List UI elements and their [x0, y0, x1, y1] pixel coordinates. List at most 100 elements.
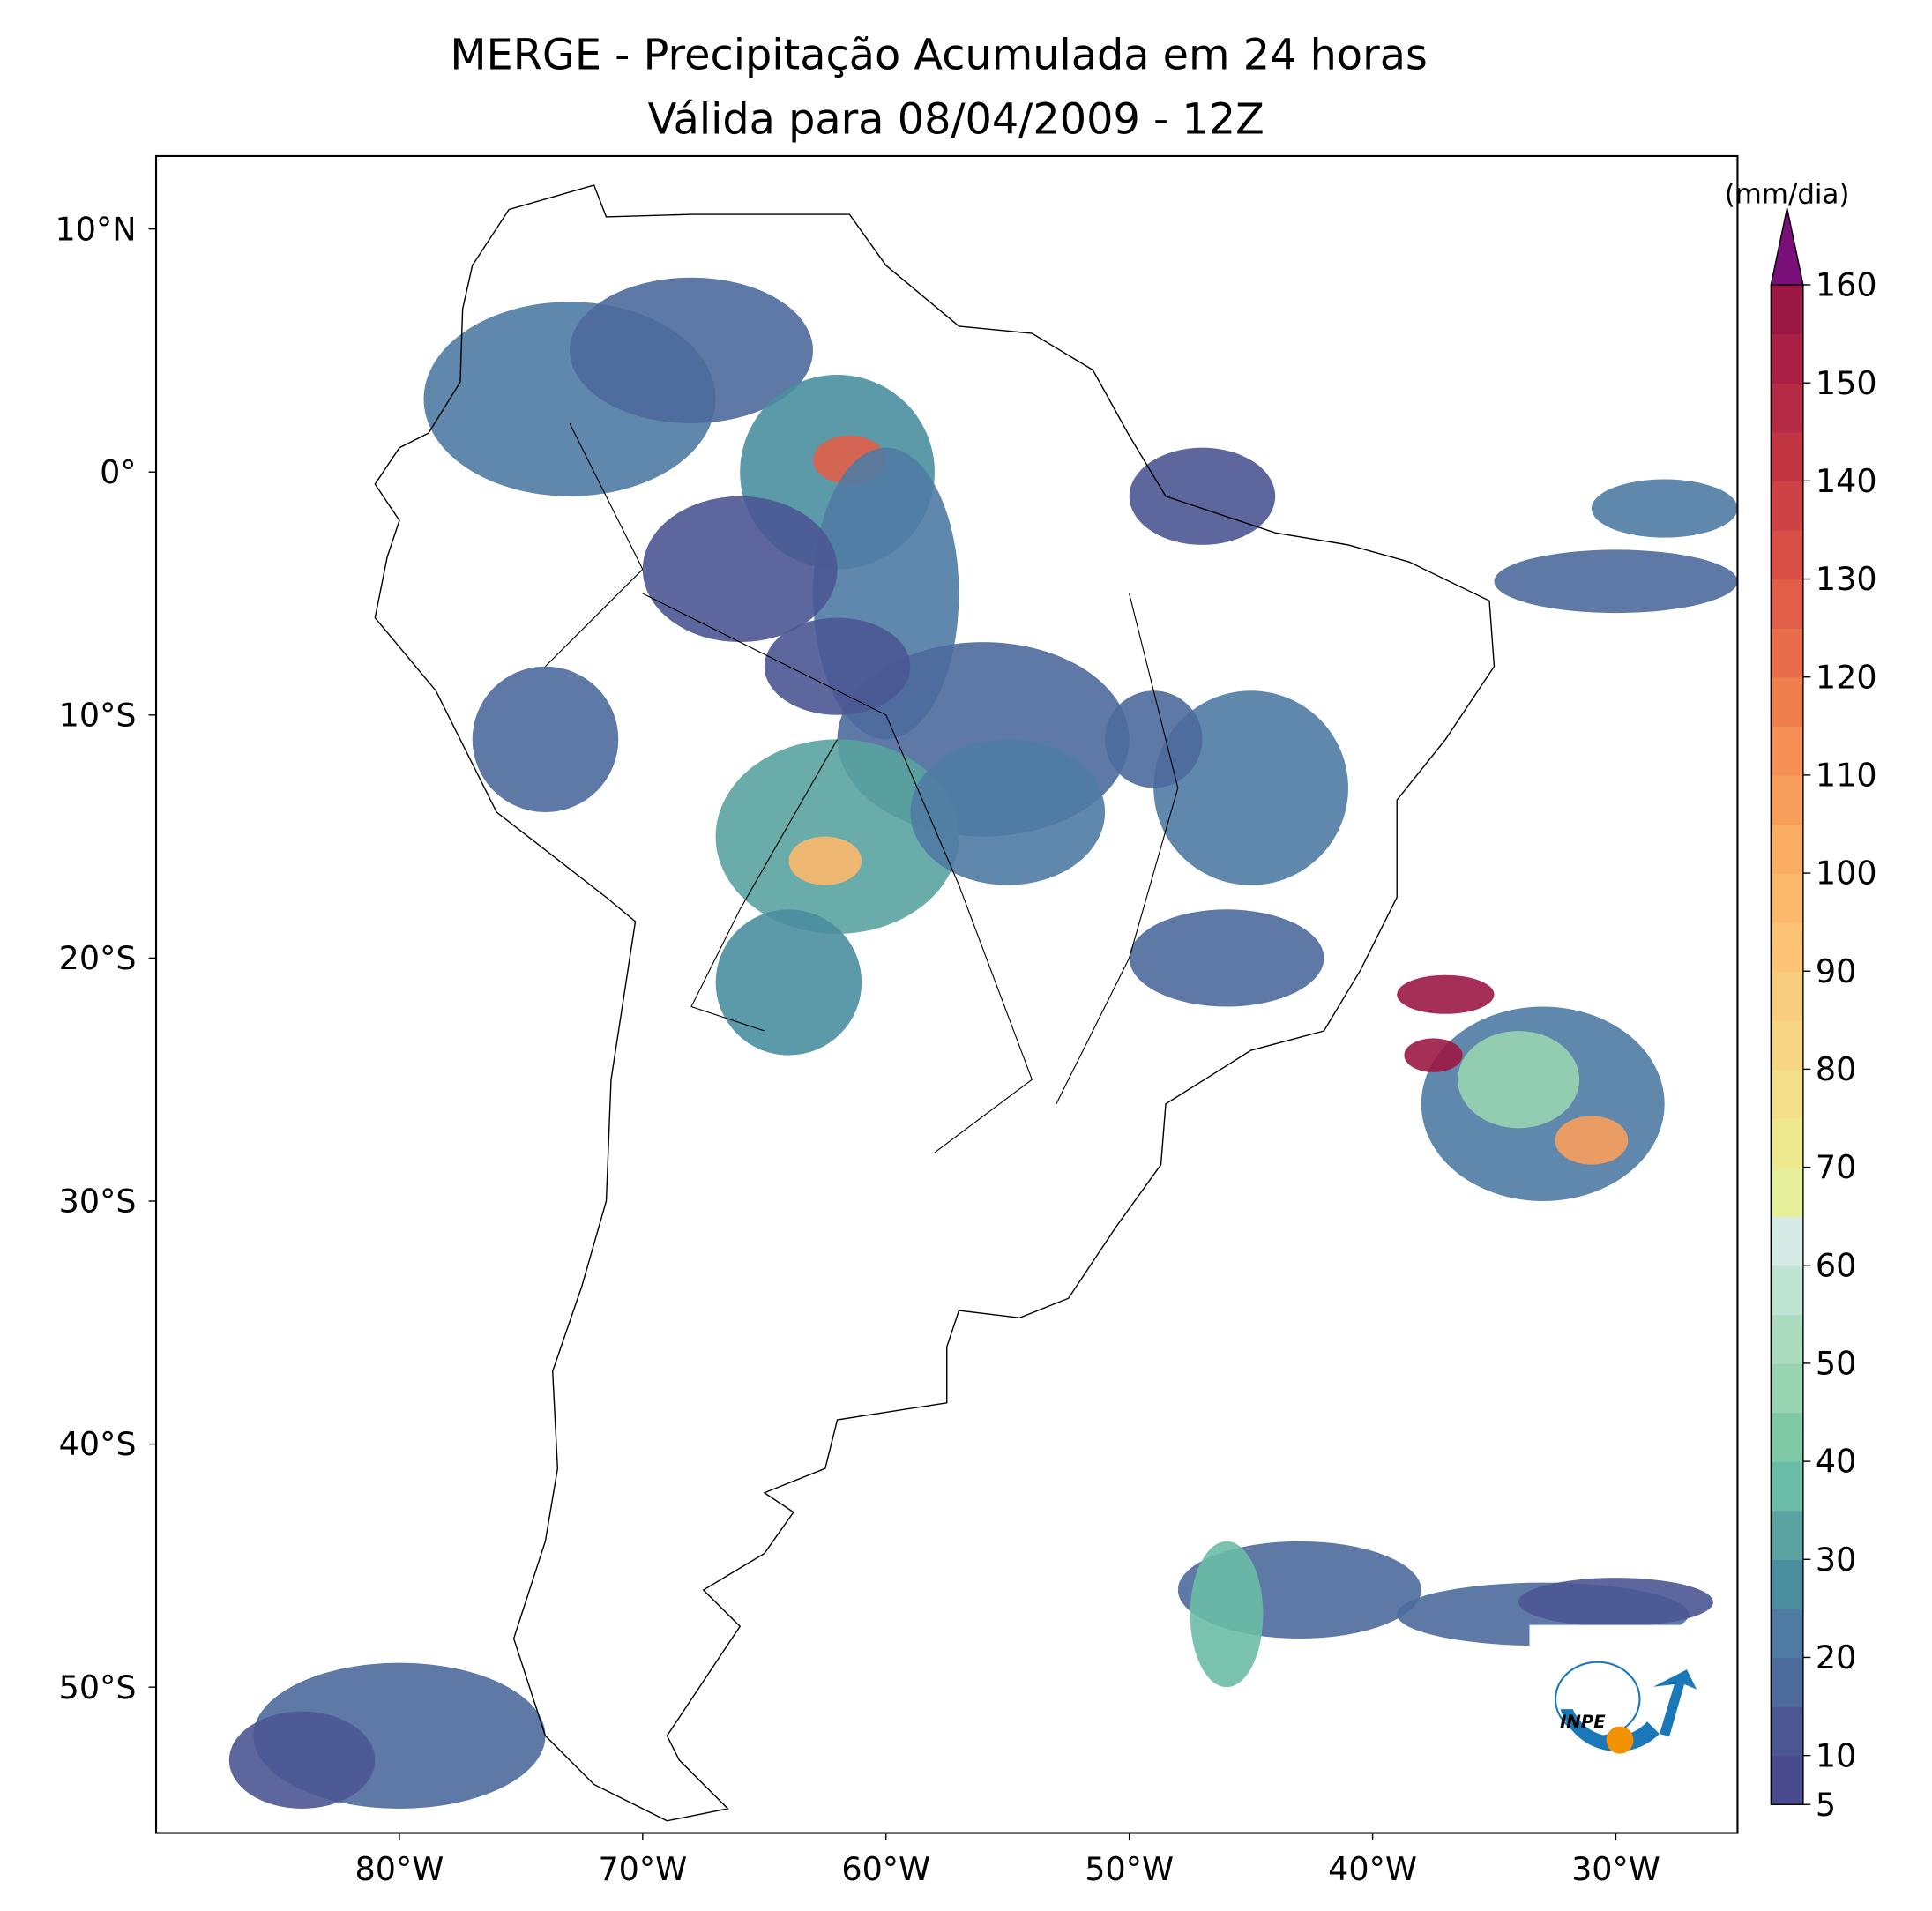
colorbar-tick-label: 30	[1816, 1541, 1856, 1579]
logo-sun	[1606, 1726, 1634, 1754]
y-tick-label: 10°S	[59, 696, 137, 734]
precipitation-area	[764, 617, 911, 715]
logo: INPE	[1529, 1624, 1719, 1787]
colorbar-tick-label: 100	[1816, 855, 1877, 892]
precipitation-area	[1190, 1541, 1264, 1688]
colorbar-band	[1771, 1362, 1803, 1414]
colorbar-band	[1771, 1755, 1803, 1805]
precipitation-area	[472, 666, 619, 813]
colorbar-band	[1771, 1167, 1803, 1217]
precipitation-area	[570, 277, 813, 424]
colorbar-tick-label: 140	[1816, 462, 1877, 500]
colorbar-band	[1771, 1510, 1803, 1560]
colorbar-band	[1771, 481, 1803, 531]
precipitation-area	[1555, 1116, 1629, 1165]
y-tick-label: 20°S	[59, 939, 137, 977]
colorbar-band	[1771, 529, 1803, 580]
logo-text: INPE	[1560, 1712, 1606, 1732]
x-tick-label: 30°W	[1571, 1850, 1660, 1888]
colorbar-tick-label: 90	[1816, 952, 1856, 990]
colorbar-tick-label: 5	[1816, 1786, 1836, 1824]
colorbar-band	[1771, 676, 1803, 728]
precipitation-area	[1397, 974, 1495, 1014]
colorbar-band	[1771, 1559, 1803, 1609]
precipitation-area	[1518, 1578, 1713, 1627]
colorbar-tick-label: 80	[1816, 1050, 1856, 1088]
colorbar-band	[1771, 1069, 1803, 1119]
colorbar-label: (mm/dia)	[1725, 178, 1850, 210]
border	[642, 593, 1033, 1153]
colorbar-band	[1771, 824, 1803, 874]
x-tick-label: 60°W	[841, 1850, 930, 1888]
chart-subtitle: Válida para 08/04/2009 - 12Z	[648, 96, 1264, 145]
colorbar-band	[1771, 726, 1803, 776]
precipitation-area	[1458, 1031, 1580, 1129]
coastline	[374, 184, 1496, 1822]
colorbar-band	[1771, 873, 1803, 923]
x-tick-label: 70°W	[598, 1850, 687, 1888]
border	[690, 739, 839, 1032]
colorbar-band	[1771, 579, 1803, 629]
colorbar-tick-label: 50	[1816, 1345, 1856, 1383]
colorbar-band	[1771, 628, 1803, 678]
precipitation-area	[910, 739, 1106, 885]
precipitation-area	[1591, 479, 1738, 538]
colorbar-tick-label: 60	[1816, 1246, 1856, 1284]
colorbar-tick-label: 10	[1816, 1736, 1856, 1774]
y-tick-label: 0°	[100, 453, 136, 491]
precipitation-area	[788, 836, 862, 885]
map-area	[228, 184, 1738, 1822]
colorbar-band	[1771, 971, 1803, 1021]
colorbar-band	[1771, 922, 1803, 972]
precipitation-area	[715, 739, 959, 934]
y-tick-label: 50°S	[59, 1668, 137, 1706]
logo-arc	[1560, 1709, 1660, 1752]
colorbar-band	[1771, 431, 1803, 482]
colorbar-band	[1771, 1117, 1803, 1168]
colorbar-tick-label: 110	[1816, 757, 1877, 795]
colorbar-tick-label: 160	[1816, 266, 1877, 304]
precipitation-area	[1404, 1038, 1463, 1072]
colorbar-band	[1771, 383, 1803, 433]
logo-orbit	[1554, 1661, 1641, 1738]
map-frame	[154, 154, 1739, 1834]
colorbar-band	[1771, 1019, 1803, 1071]
y-tick-label: 10°N	[56, 210, 137, 248]
colorbar-band	[1771, 1412, 1803, 1462]
colorbar-tick-label: 40	[1816, 1443, 1856, 1481]
precipitation-area	[1494, 549, 1738, 614]
colorbar-tick-label: 120	[1816, 658, 1877, 696]
colorbar-extend	[1770, 207, 1804, 286]
colorbar-band	[1771, 1657, 1803, 1707]
colorbar-tick-label: 70	[1816, 1148, 1856, 1186]
colorbar-band	[1771, 1608, 1803, 1659]
x-tick-label: 80°W	[355, 1850, 444, 1888]
logo-arrow	[1652, 1669, 1697, 1736]
chart-title: MERGE - Precipitação Acumulada em 24 hor…	[450, 32, 1428, 80]
border	[1056, 593, 1179, 1104]
colorbar-band	[1771, 1314, 1803, 1364]
x-tick-label: 40°W	[1328, 1850, 1417, 1888]
colorbar-band	[1771, 333, 1803, 384]
logo-background	[1529, 1624, 1719, 1787]
colorbar-band	[1771, 1461, 1803, 1512]
y-tick-label: 30°S	[59, 1183, 137, 1221]
colorbar-band	[1771, 285, 1803, 335]
precipitation-area	[715, 909, 862, 1056]
x-tick-label: 50°W	[1085, 1850, 1174, 1888]
colorbar-frame	[1770, 285, 1804, 1805]
colorbar-tick-label: 130	[1816, 560, 1877, 598]
colorbar-tick-label: 150	[1816, 364, 1877, 402]
colorbar-band	[1771, 1706, 1803, 1757]
precipitation-area	[642, 496, 838, 643]
precipitation-area	[1105, 690, 1203, 788]
colorbar-tick-label: 20	[1816, 1639, 1856, 1676]
colorbar-band	[1771, 1216, 1803, 1266]
colorbar-band	[1771, 1265, 1803, 1316]
border	[545, 422, 644, 668]
precipitation-area	[228, 1711, 376, 1809]
precipitation-area	[1129, 909, 1324, 1007]
y-tick-label: 40°S	[59, 1425, 137, 1463]
